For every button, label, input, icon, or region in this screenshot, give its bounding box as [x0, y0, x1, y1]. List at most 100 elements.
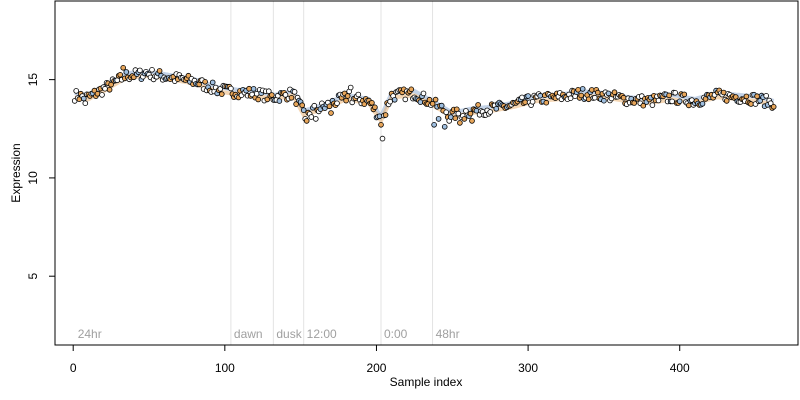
data-point-385: [655, 97, 662, 104]
data-point-202: [378, 122, 384, 128]
data-point-356: [611, 89, 618, 95]
data-point-205: [382, 112, 389, 118]
data-point-201: [376, 113, 383, 120]
data-point-169: [328, 110, 334, 116]
data-point-334: [578, 92, 584, 99]
data-point-302: [529, 99, 536, 105]
data-point-1: [73, 88, 79, 94]
data-point-452: [757, 98, 763, 104]
data-point-168: [326, 103, 333, 110]
data-point-15: [94, 91, 101, 97]
data-point-459: [767, 100, 774, 106]
data-point-345: [594, 89, 601, 96]
data-point-34: [123, 69, 130, 75]
data-point-97: [219, 91, 225, 97]
x-tick-label-2: 200: [366, 361, 386, 375]
data-point-23: [106, 87, 113, 93]
data-point-230: [420, 90, 427, 97]
data-point-242: [438, 102, 445, 109]
data-point-179: [343, 97, 349, 104]
data-point-130: [268, 92, 275, 98]
data-point-335: [579, 86, 586, 92]
data-point-198: [372, 104, 378, 111]
data-point-24: [108, 81, 114, 88]
data-point-254: [457, 120, 463, 126]
data-point-145: [291, 89, 298, 95]
data-point-86: [202, 79, 208, 85]
data-point-158: [311, 102, 318, 109]
data-point-240: [435, 116, 442, 122]
data-point-332: [575, 87, 581, 93]
data-point-295: [519, 94, 525, 101]
data-point-121: [255, 96, 262, 103]
data-point-182: [347, 84, 354, 91]
y-tick-label-2: 15: [26, 73, 40, 87]
x-tick-label-4: 400: [670, 361, 690, 375]
data-point-237: [431, 122, 437, 128]
data-point-28: [114, 77, 120, 84]
data-point-307: [537, 92, 543, 99]
event-label-5: 48hr: [436, 327, 460, 341]
data-point-274: [487, 109, 494, 115]
data-point-399: [676, 98, 683, 105]
x-tick-label-3: 300: [518, 361, 538, 375]
event-label-0: 24hr: [78, 327, 102, 341]
event-lines: [230, 1, 434, 345]
data-point-187: [355, 91, 362, 98]
data-point-208: [387, 98, 393, 105]
data-point-461: [770, 104, 777, 110]
data-point-153: [303, 118, 310, 124]
x-axis: 0 100 200 300 400: [70, 344, 690, 375]
data-point-196: [369, 100, 375, 106]
data-point-191: [361, 101, 368, 107]
data-point-362: [620, 94, 627, 101]
data-point-236: [429, 100, 436, 107]
data-point-278: [493, 106, 500, 112]
data-point-414: [699, 101, 706, 107]
data-point-253: [455, 110, 462, 117]
event-labels: 24hr dawn dusk 12:00 0:00 48hr: [78, 327, 460, 341]
data-point-394: [669, 98, 675, 105]
y-tick-label-1: 10: [26, 171, 40, 185]
data-point-234: [426, 96, 433, 103]
data-point-203: [379, 135, 386, 142]
data-point-56: [156, 68, 163, 74]
data-point-32: [120, 65, 126, 71]
data-point-173: [334, 100, 340, 107]
data-point-238: [432, 96, 439, 103]
data-point-392: [666, 92, 672, 99]
data-point-327: [567, 95, 574, 101]
event-label-4: 0:00: [384, 327, 408, 341]
data-point-430: [723, 98, 730, 104]
data-point-135: [276, 98, 283, 104]
data-point-143: [288, 95, 295, 101]
data-point-381: [649, 102, 656, 108]
data-point-257: [461, 116, 468, 122]
data-point-343: [591, 94, 598, 101]
data-point-299: [525, 93, 531, 99]
data-point-180: [344, 93, 351, 99]
data-point-297: [522, 99, 528, 105]
data-points: [71, 65, 777, 142]
event-label-3: 12:00: [307, 327, 337, 341]
data-point-248: [447, 114, 454, 120]
data-point-450: [754, 93, 760, 99]
data-point-222: [408, 86, 415, 93]
data-point-30: [117, 72, 123, 78]
x-axis-title: Sample index: [390, 375, 463, 389]
data-point-405: [685, 102, 692, 109]
data-point-103: [228, 85, 234, 92]
data-point-428: [720, 89, 727, 96]
data-point-443: [743, 93, 750, 100]
data-point-7: [82, 100, 89, 106]
data-point-139: [282, 92, 289, 98]
data-point-311: [543, 99, 550, 106]
data-point-91: [209, 79, 216, 86]
data-point-375: [640, 102, 647, 109]
data-point-127: [264, 96, 271, 103]
data-point-146: [293, 101, 299, 107]
data-point-6: [81, 95, 87, 102]
data-point-244: [441, 124, 448, 130]
